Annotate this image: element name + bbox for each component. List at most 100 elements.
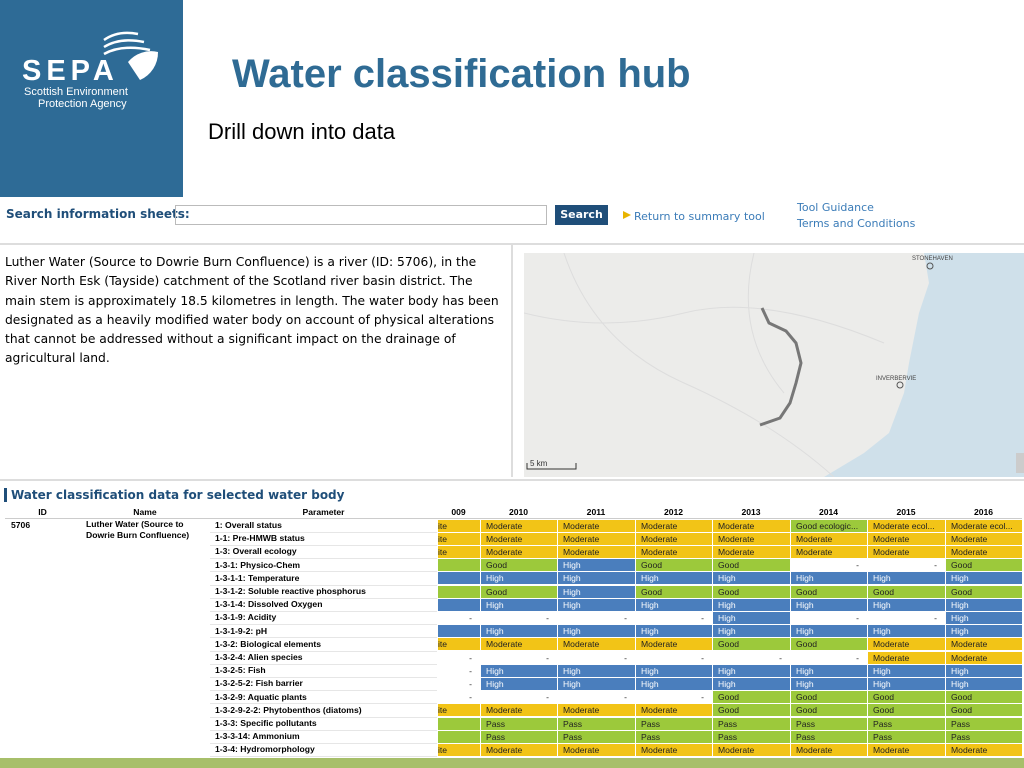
status-cell: Good — [946, 559, 1022, 572]
status-cell: Pass — [713, 730, 790, 743]
status-cell: Moderate — [791, 532, 867, 545]
status-cell — [438, 598, 480, 611]
status-cell: High — [946, 611, 1022, 625]
status-cell: ite — [438, 519, 480, 532]
parameter-cell: 1: Overall status — [215, 520, 282, 530]
status-cell: High — [946, 598, 1022, 611]
status-cell: High — [713, 611, 790, 625]
parameter-cell: 1-3-2-9: Aquatic plants — [215, 691, 307, 702]
status-cell: Moderate — [636, 638, 712, 651]
status-cell: Moderate — [713, 743, 790, 757]
status-cell: Pass — [636, 717, 712, 730]
guidance-link[interactable]: Tool Guidance — [797, 201, 874, 214]
status-cell: Good — [791, 638, 867, 651]
status-cell: Moderate — [558, 532, 635, 545]
map-label: INVERBERVIE — [876, 376, 916, 382]
status-cell: Pass — [791, 730, 867, 743]
row-line — [210, 584, 437, 586]
table-title: Water classification data for selected w… — [4, 488, 344, 502]
parameter-cell: 1-3-2: Biological elements — [215, 638, 322, 649]
column-header: 2014 — [790, 506, 867, 519]
status-cell: High — [791, 677, 867, 691]
parameter-cell: 1-3-2-4: Alien species — [215, 652, 303, 662]
status-cell: Good — [946, 585, 1022, 598]
terms-link[interactable]: Terms and Conditions — [797, 217, 916, 230]
return-link[interactable]: Return to summary tool — [634, 210, 765, 223]
status-cell: High — [946, 625, 1022, 638]
status-cell — [438, 717, 480, 730]
status-cell: Moderate — [713, 519, 790, 532]
row-line — [210, 676, 437, 678]
parameter-cell: 1-3-2-5-2: Fish barrier — [215, 678, 303, 689]
status-cell: - — [546, 652, 549, 663]
status-cell: High — [636, 677, 712, 691]
status-cell: High — [558, 677, 635, 691]
search-button[interactable]: Search — [555, 205, 608, 225]
status-cell: High — [558, 625, 635, 638]
status-cell: High — [946, 677, 1022, 691]
logo: SEPA Scottish Environment Protection Age… — [0, 0, 183, 197]
status-cell — [438, 625, 480, 638]
logo-line: Protection Agency — [38, 98, 127, 110]
status-cell: High — [558, 572, 635, 585]
status-cell — [438, 730, 480, 743]
row-line — [210, 531, 437, 533]
status-cell: Moderate ecol... — [946, 519, 1022, 532]
status-cell: Moderate — [946, 651, 1022, 664]
subtitle: Drill down into data — [208, 119, 396, 144]
parameter-cell: 1-3-1-2: Soluble reactive phosphorus — [215, 586, 366, 596]
status-cell: Good — [868, 585, 945, 598]
status-cell: Good — [946, 704, 1022, 717]
search-input[interactable] — [175, 205, 547, 225]
status-cell: ite — [438, 545, 480, 559]
status-cell: High — [713, 677, 790, 691]
status-cell: - — [856, 612, 859, 623]
status-cell: High — [868, 625, 945, 638]
status-cell: - — [701, 652, 704, 663]
row-line — [210, 690, 437, 692]
column-header: 2012 — [635, 506, 712, 519]
parameter-cell: 1-1: Pre-HMWB status — [215, 533, 305, 544]
status-cell: Moderate — [713, 545, 790, 559]
status-cell: - — [469, 692, 472, 703]
row-line — [210, 756, 437, 758]
status-cell: High — [868, 677, 945, 691]
parameter-cell: 1-3-1: Physico-Chem — [215, 559, 301, 570]
status-cell: - — [856, 652, 859, 663]
status-cell: Good — [791, 691, 867, 704]
status-cell: - — [934, 612, 937, 623]
status-cell: Moderate — [636, 545, 712, 559]
row-line — [210, 742, 437, 744]
status-cell: Pass — [946, 717, 1022, 730]
status-cell: High — [946, 572, 1022, 585]
status-cell: Moderate — [636, 743, 712, 757]
status-cell: High — [558, 598, 635, 611]
parameter-cell: 1-3-1-9-2: pH — [215, 625, 268, 636]
status-cell: - — [624, 692, 627, 703]
description: Luther Water (Source to Dowrie Burn Conf… — [5, 255, 499, 366]
status-cell: High — [481, 664, 557, 677]
status-cell: High — [481, 677, 557, 691]
status-cell: High — [868, 572, 945, 585]
status-cell: - — [701, 612, 704, 623]
status-cell: Moderate — [713, 532, 790, 545]
logo-line: Scottish Environment — [24, 86, 128, 98]
parameter-cell: 1-3-1-1: Temperature — [215, 572, 300, 583]
parameter-cell: 1-3-3-14: Ammonium — [215, 731, 300, 742]
status-cell: - — [856, 560, 859, 571]
status-cell: Moderate — [558, 638, 635, 651]
status-cell: Moderate — [481, 545, 557, 559]
status-cell: Moderate ecol... — [868, 519, 945, 532]
parameter-cell: 1-3: Overall ecology — [215, 546, 297, 557]
status-cell: High — [713, 598, 790, 611]
status-cell: High — [791, 598, 867, 611]
status-cell: High — [481, 598, 557, 611]
status-cell: Moderate — [946, 743, 1022, 757]
status-cell: High — [868, 598, 945, 611]
row-line — [210, 716, 437, 718]
status-cell: Moderate — [481, 519, 557, 532]
status-cell: - — [546, 692, 549, 703]
status-cell: Good ecologic... — [791, 519, 867, 532]
